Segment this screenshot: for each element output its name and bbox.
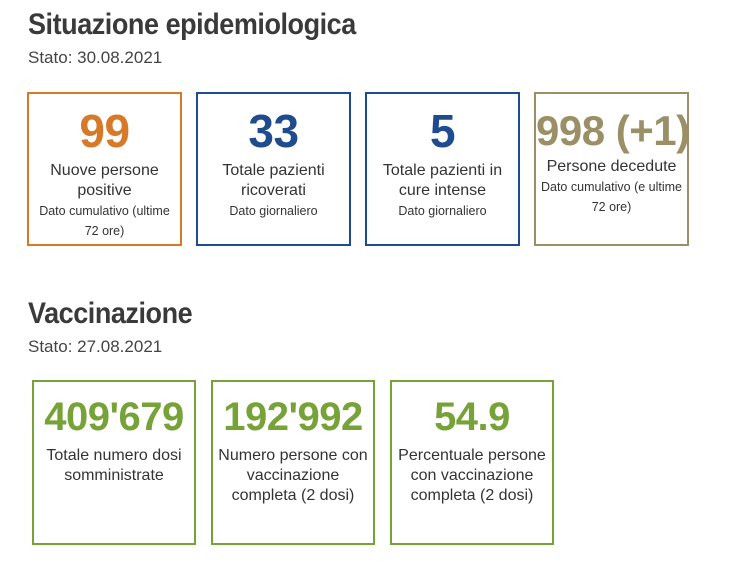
card-label: Percentuale persone con vaccinazione com… — [398, 447, 546, 504]
card-value: 998 (+1) — [536, 107, 690, 154]
card-label: Totale pazienti ricoverati — [222, 162, 325, 199]
vaccination-title: Vaccinazione — [28, 297, 193, 330]
card-value: 99 — [79, 105, 130, 157]
card-value: 33 — [248, 105, 299, 157]
card-value: 54.9 — [434, 395, 510, 439]
card-note: Dato giornaliero — [398, 204, 487, 218]
epidemiological-date: Stato: 30.08.2021 — [28, 48, 163, 67]
card-label: Numero persone con vaccinazione completa… — [218, 447, 368, 504]
card-fully-vaccinated: 192'992 Numero persone con vaccinazione … — [211, 380, 375, 545]
card-deaths: 998 (+1) Persone decedute Dato cumulativ… — [534, 92, 690, 246]
card-value: 409'679 — [44, 395, 184, 439]
card-label: Totale pazienti in cure intense — [382, 162, 503, 199]
card-value: 5 — [429, 105, 456, 157]
card-vaccination-percentage: 54.9 Percentuale persone con vaccinazion… — [390, 380, 554, 545]
card-label: Persone decedute — [546, 158, 677, 175]
card-new-positives: 99 Nuove persone positive Dato cumulativ… — [27, 92, 182, 246]
vaccination-date: Stato: 27.08.2021 — [28, 337, 163, 356]
card-label: Nuove persone positive — [50, 162, 159, 199]
card-value: 192'992 — [223, 395, 363, 439]
card-hospitalized: 33 Totale pazienti ricoverati Dato giorn… — [196, 92, 351, 246]
card-label: Totale numero dosi somministrate — [46, 447, 182, 484]
card-note: Dato giornaliero — [229, 204, 318, 218]
card-intensive-care: 5 Totale pazienti in cure intense Dato g… — [365, 92, 520, 246]
epidemiological-title: Situazione epidemiologica — [28, 8, 356, 41]
card-doses-administered: 409'679 Totale numero dosi somministrate — [32, 380, 196, 545]
card-note: Dato cumulativo (e ultime 72 ore) — [540, 180, 683, 214]
card-note: Dato cumulativo (ultime 72 ore) — [39, 204, 170, 238]
